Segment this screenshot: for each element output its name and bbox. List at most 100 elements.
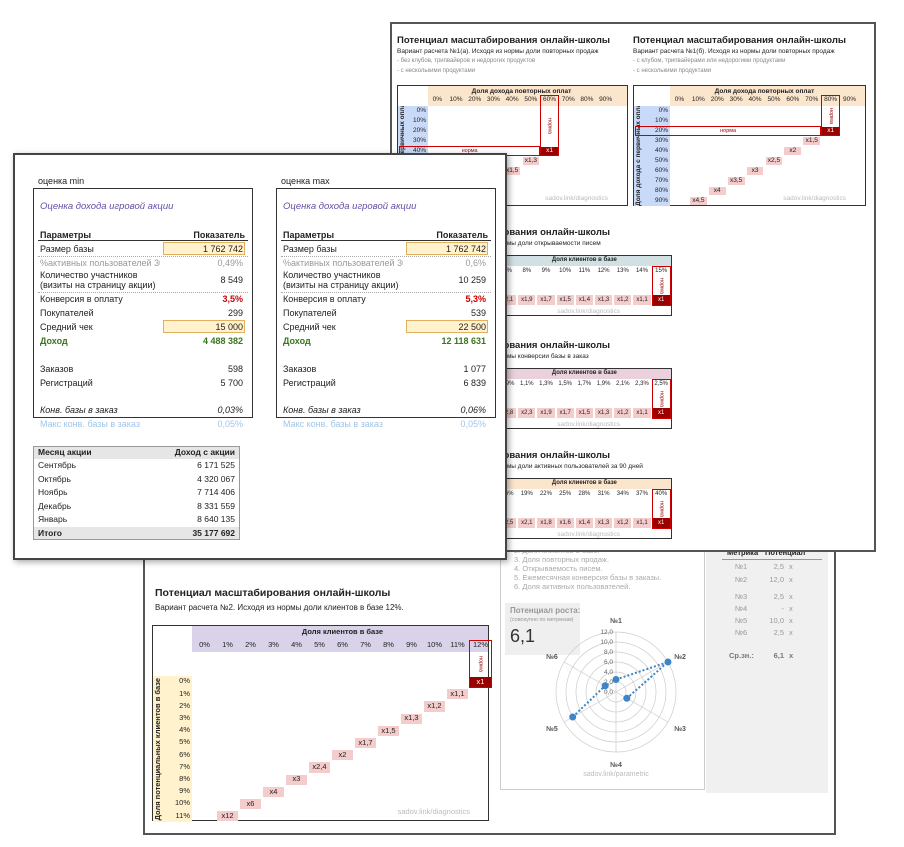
column-label: 12% xyxy=(597,268,610,274)
radar-point xyxy=(601,682,609,690)
metric-name: №6 xyxy=(735,628,748,637)
row-label: Количество участников (визиты на страниц… xyxy=(283,270,399,291)
metric-name: №5 xyxy=(735,616,748,625)
cell-label: x2,8 xyxy=(499,408,517,418)
panel-frame xyxy=(276,188,496,418)
potential-value: 6,1 xyxy=(510,626,536,646)
potential-box xyxy=(505,603,580,655)
panel-note: - с клубом, трипвайерами или недорогими … xyxy=(633,58,786,64)
average-label: Ср.зн.: xyxy=(729,651,754,660)
norm-label: норма xyxy=(477,656,484,672)
row-label: 20% xyxy=(412,126,426,134)
row-label: %активных пользователей 30/90 дней xyxy=(40,258,160,268)
radar-point xyxy=(664,658,672,666)
row-label: 50% xyxy=(654,156,668,164)
column-label: 16% xyxy=(501,491,514,497)
input-cell xyxy=(163,242,245,255)
cell-label: x2,5 xyxy=(765,157,783,165)
column-label: 11% xyxy=(450,639,465,649)
row-label: Конв. базы в заказ xyxy=(283,405,361,415)
column-label: 25% xyxy=(559,491,572,497)
cell-label: x4 xyxy=(708,187,726,195)
metric-unit: x xyxy=(789,575,793,584)
spoke xyxy=(615,661,669,693)
cell-label: x1,3 xyxy=(401,713,422,724)
column-label: 0% xyxy=(432,95,443,103)
cell-label: x4 xyxy=(263,787,284,797)
column-label: 60% xyxy=(543,95,557,103)
column-label: 37% xyxy=(635,491,648,497)
cell-label: x1,4 xyxy=(575,295,593,305)
column-header: Параметры xyxy=(283,230,335,240)
card: Потенциал масштабирования онлайн-школы Ва… xyxy=(143,520,836,835)
month-value: 8 640 135 xyxy=(197,515,235,525)
norm-label: норма xyxy=(546,118,553,134)
row-label: 70% xyxy=(654,176,668,184)
r-tick-label: 2,0 xyxy=(604,679,613,686)
footer: sadov.link/diagnostics xyxy=(557,531,620,538)
row-label: 0% xyxy=(658,106,668,114)
row-value: 4 488 382 xyxy=(202,336,243,346)
cell-label: x2,1 xyxy=(499,295,517,305)
cell-label: x1,6 xyxy=(556,518,574,528)
row-label: 3% xyxy=(179,713,190,722)
matrix-frame xyxy=(152,625,489,821)
cell-label: x1 xyxy=(652,408,670,418)
column-label: 10% xyxy=(691,95,705,103)
cell-label: x2 xyxy=(332,750,353,761)
row-label: 10% xyxy=(412,116,426,124)
row-label: 7% xyxy=(179,762,190,771)
column-label: 2% xyxy=(245,639,256,649)
norm-label: норма xyxy=(658,500,665,517)
total-band xyxy=(34,527,239,539)
row-label: Средний чек xyxy=(283,322,336,332)
month-name: Ноябрь xyxy=(38,487,68,498)
r-tick-label: 6,0 xyxy=(604,659,613,666)
r-tick-label: 10,0 xyxy=(600,639,613,646)
month-value: 6 171 525 xyxy=(197,461,235,470)
cell-label: x1 xyxy=(541,147,558,155)
metric-unit: x xyxy=(789,604,793,613)
cell-label: x1,2 xyxy=(614,518,632,528)
radar-point xyxy=(612,676,620,683)
column-label: 34% xyxy=(616,491,629,497)
row-value: 0,03% xyxy=(217,405,243,415)
norm-column xyxy=(469,639,492,689)
row-value: 0,06% xyxy=(460,405,486,415)
cell-label: x1 xyxy=(822,127,840,135)
column-label: 9% xyxy=(406,639,417,649)
column-label: 60% xyxy=(786,95,800,103)
footer: sadov.link/diagnostics xyxy=(783,195,846,202)
row-value: 5 700 xyxy=(220,378,243,388)
metric-unit: x xyxy=(789,628,793,637)
column-label: 7% xyxy=(503,268,512,274)
average-value: 6,1 xyxy=(773,652,784,660)
metric-panel xyxy=(706,522,828,793)
cell-label: x1,1 xyxy=(633,518,651,528)
row-label: Макс конв. базы в заказ xyxy=(40,419,140,429)
table-header: Метрика xyxy=(727,548,759,557)
row-label: Покупателей xyxy=(40,308,94,318)
cell-label: x3 xyxy=(746,167,764,175)
metric-list-item: 4. Открываемость писем. xyxy=(514,564,603,573)
row-label: 60% xyxy=(654,166,668,174)
column-label: 10% xyxy=(426,639,442,649)
column-label: 1,7% xyxy=(577,381,592,387)
metric-name: №1 xyxy=(735,562,748,571)
row-label: 6% xyxy=(179,750,190,759)
column-label: 8% xyxy=(383,639,394,649)
column-label: 10% xyxy=(449,95,463,103)
column-label: 20% xyxy=(468,95,482,103)
cell-label: x12 xyxy=(217,811,238,822)
cell-label: x1,5 xyxy=(556,295,574,305)
column-label: 2,1% xyxy=(615,381,630,387)
column-label: 2,5% xyxy=(654,381,669,387)
cell-label: x3,5 xyxy=(727,177,745,185)
matrix-frame xyxy=(633,85,866,206)
row-label: Средний чек xyxy=(40,322,93,332)
row-label: Макс конв. базы в заказ xyxy=(283,419,383,429)
header-band xyxy=(428,86,627,106)
row-band xyxy=(153,676,192,823)
row-label: 1% xyxy=(179,689,190,698)
row-label: 5% xyxy=(179,738,190,747)
